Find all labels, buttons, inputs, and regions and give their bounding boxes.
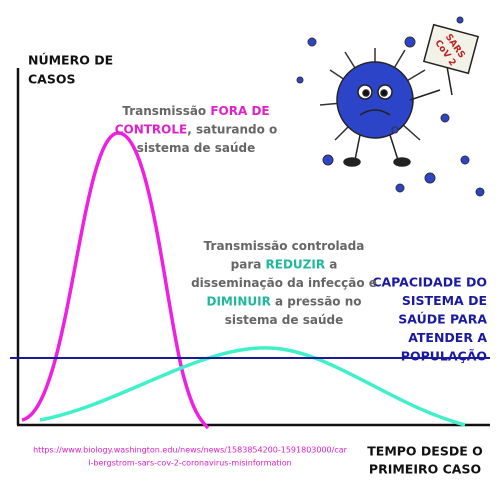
uncontrolled-curve [21,131,210,430]
small-viruses [296,16,485,197]
capacity-label: ATENDER A [408,330,487,345]
controlled-note-part: a [325,257,337,271]
x-axis-label: PRIMEIRO CASO [369,462,481,477]
capacity-label: SISTEMA DE [402,293,487,308]
controlled-note-part: disseminação da infecção e [191,276,377,290]
controlled-note: Transmissão controlada [204,239,365,253]
controlled-note-part: REDUZIR [266,257,326,271]
capacity-label: POPULAÇÃO [401,349,487,364]
controlled-note-part: DIMINUIR [206,294,270,308]
controlled-note: para REDUZIR a [231,257,338,271]
controlled-note: DIMINUIR a pressão no [206,294,361,308]
uncontrolled-note-part: , saturando o [187,122,277,136]
capacity-label: SAÚDE PARA [398,312,487,327]
y-axis-label: CASOS [28,72,75,87]
controlled-note-part: para [231,257,266,271]
uncontrolled-note-part: FORA DE [210,104,269,118]
source-url: l-bergstrom-sars-cov-2-coronavirus-misin… [88,459,291,468]
controlled-note: disseminação da infecção e [191,276,377,290]
controlled-note-part: Transmissão controlada [204,239,365,253]
uncontrolled-note-part: Transmissão [122,104,210,118]
uncontrolled-note: CONTROLE, saturando o [115,122,278,136]
x-axis-label: TEMPO DESDE O [367,444,482,459]
y-axis-label: NÚMERO DE [28,53,113,68]
uncontrolled-note: sistema de saúde [137,141,255,155]
controlled-note: sistema de saúde [225,313,343,327]
uncontrolled-note: Transmissão FORA DE [122,104,269,118]
uncontrolled-note-part: CONTROLE [115,122,188,136]
controlled-note-part: sistema de saúde [225,313,343,327]
uncontrolled-note-part: sistema de saúde [137,141,255,155]
controlled-note-part: a pressão no [271,294,362,308]
source-url: https://www.biology.washington.edu/news/… [33,446,348,455]
controlled-curve [39,346,466,427]
capacity-label: CAPACIDADE DO [372,275,487,290]
virus-cartoon [319,23,480,167]
